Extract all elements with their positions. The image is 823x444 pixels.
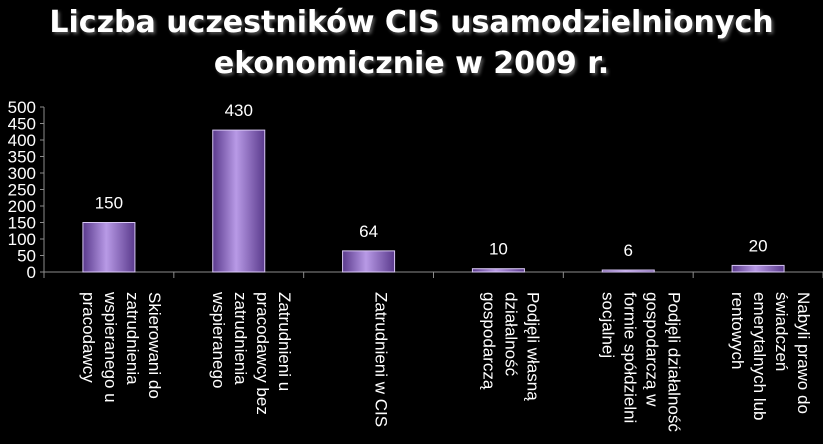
bar (731, 264, 785, 273)
bar (342, 250, 396, 273)
category-label-line: wspieranego (209, 291, 228, 388)
data-label: 6 (624, 241, 633, 260)
category-label-line: pracodawcy (79, 292, 98, 383)
category-label-line: emerytalnych lub (750, 292, 769, 421)
category-label-line: Skierowani do (145, 292, 164, 399)
category-label-line: Podjęli własną (523, 292, 542, 401)
category-label-line: socjalnej (598, 292, 617, 358)
data-label: 10 (489, 240, 508, 259)
category-label-line: zatrudnienia (123, 292, 142, 385)
category-label-line: zatrudnienia (231, 292, 250, 385)
category-label-line: rentowych (728, 292, 747, 369)
category-label-line: pracodawcy bez (253, 292, 272, 415)
y-tick-label: 350 (8, 148, 36, 167)
category-label-line: gospodarczą (479, 292, 498, 390)
category-label: Zatrudnieni w CIS (372, 292, 391, 427)
category-label-line: działalność (501, 292, 520, 377)
y-tick-label: 150 (8, 214, 36, 233)
y-tick-label: 250 (8, 181, 36, 200)
category-label-line: Podjęli działalność (664, 292, 683, 432)
bar (601, 269, 655, 273)
category-label-line: Nabyli prawo do (794, 292, 813, 414)
category-label-line: wspieranego u (101, 291, 120, 403)
y-tick-label: 500 (8, 98, 36, 117)
y-tick-label: 50 (17, 247, 36, 266)
data-label: 64 (359, 222, 378, 241)
bar (212, 129, 266, 273)
category-label-line: Zatrudnieni w CIS (372, 292, 391, 427)
chart-title: Liczba uczestników CIS usamodzielnionych… (0, 2, 823, 84)
chart-title-line-1: Liczba uczestników CIS usamodzielnionych (49, 5, 774, 40)
bar (82, 222, 136, 273)
y-tick-label: 100 (8, 230, 36, 249)
data-label: 150 (95, 194, 123, 213)
y-tick-label: 300 (8, 164, 36, 183)
category-label-line: formie spółdzielni (620, 292, 639, 423)
data-label: 20 (749, 236, 768, 255)
y-tick-label: 450 (8, 115, 36, 134)
data-label: 430 (225, 101, 253, 120)
category-label-line: świadczeń (772, 292, 791, 371)
category-label-line: Zatrudnieni u (275, 292, 294, 391)
chart-title-line-2: ekonomicznie w 2009 r. (213, 46, 610, 81)
category-label-line: gospodarczą w (642, 292, 661, 407)
y-tick-label: 200 (8, 197, 36, 216)
y-tick-label: 400 (8, 131, 36, 150)
bar (471, 268, 525, 273)
y-tick-label: 0 (27, 263, 36, 282)
